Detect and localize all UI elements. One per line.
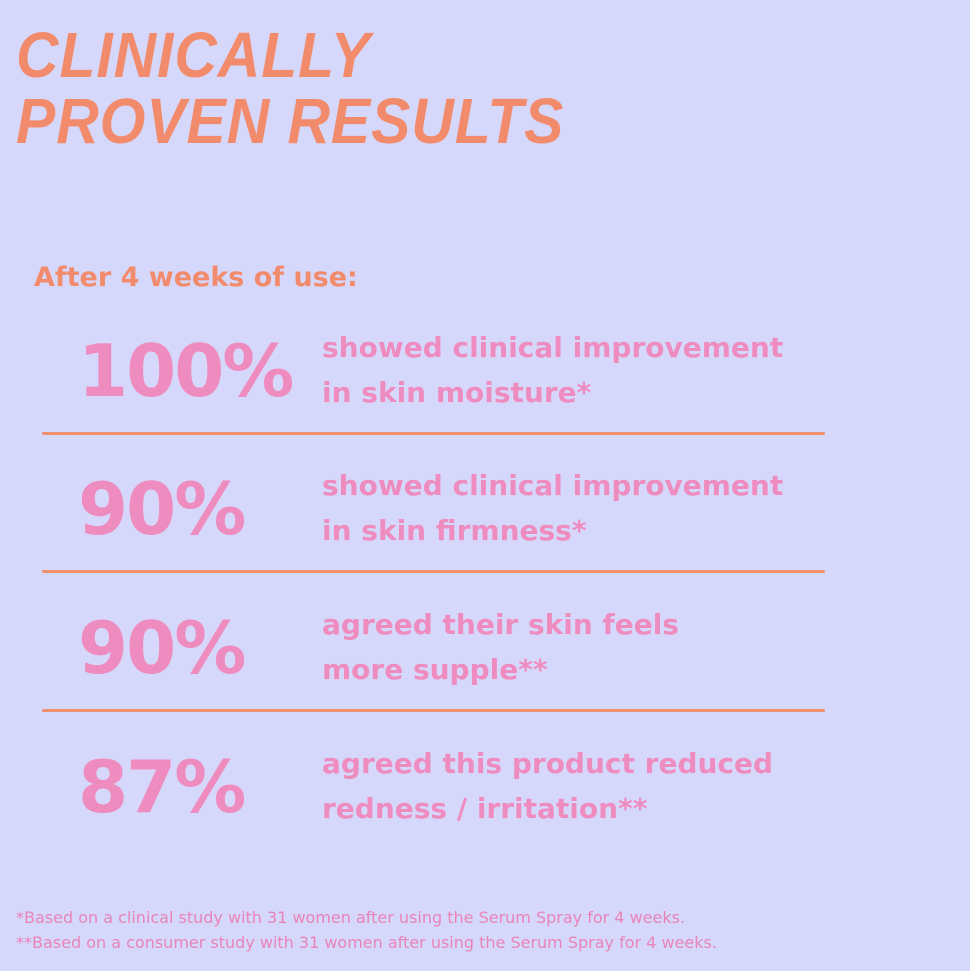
stat-description: showed clinical improvement <box>322 469 784 502</box>
subtitle: After 4 weeks of use: <box>34 262 358 293</box>
stat-description: showed clinical improvement <box>322 331 784 364</box>
stat-description: in skin moisture* <box>322 376 592 409</box>
divider <box>42 709 825 712</box>
stat-description: more supple** <box>322 653 548 686</box>
title-line: CLINICALLY <box>16 19 371 91</box>
footnote: *Based on a clinical study with 31 women… <box>16 908 686 927</box>
divider <box>42 432 825 435</box>
title-line: PROVEN RESULTS <box>16 85 565 157</box>
stat-description: agreed their skin feels <box>322 608 679 641</box>
stat-value: 90% <box>78 467 246 551</box>
stat-description: in skin firmness* <box>322 514 587 547</box>
stat-value: 90% <box>78 606 246 690</box>
stat-description: agreed this product reduced <box>322 747 774 780</box>
stat-description: redness / irritation** <box>322 792 648 825</box>
footnote: **Based on a consumer study with 31 wome… <box>16 933 717 952</box>
stat-value: 87% <box>78 745 246 829</box>
stat-value: 100% <box>78 329 294 413</box>
divider <box>42 570 825 573</box>
